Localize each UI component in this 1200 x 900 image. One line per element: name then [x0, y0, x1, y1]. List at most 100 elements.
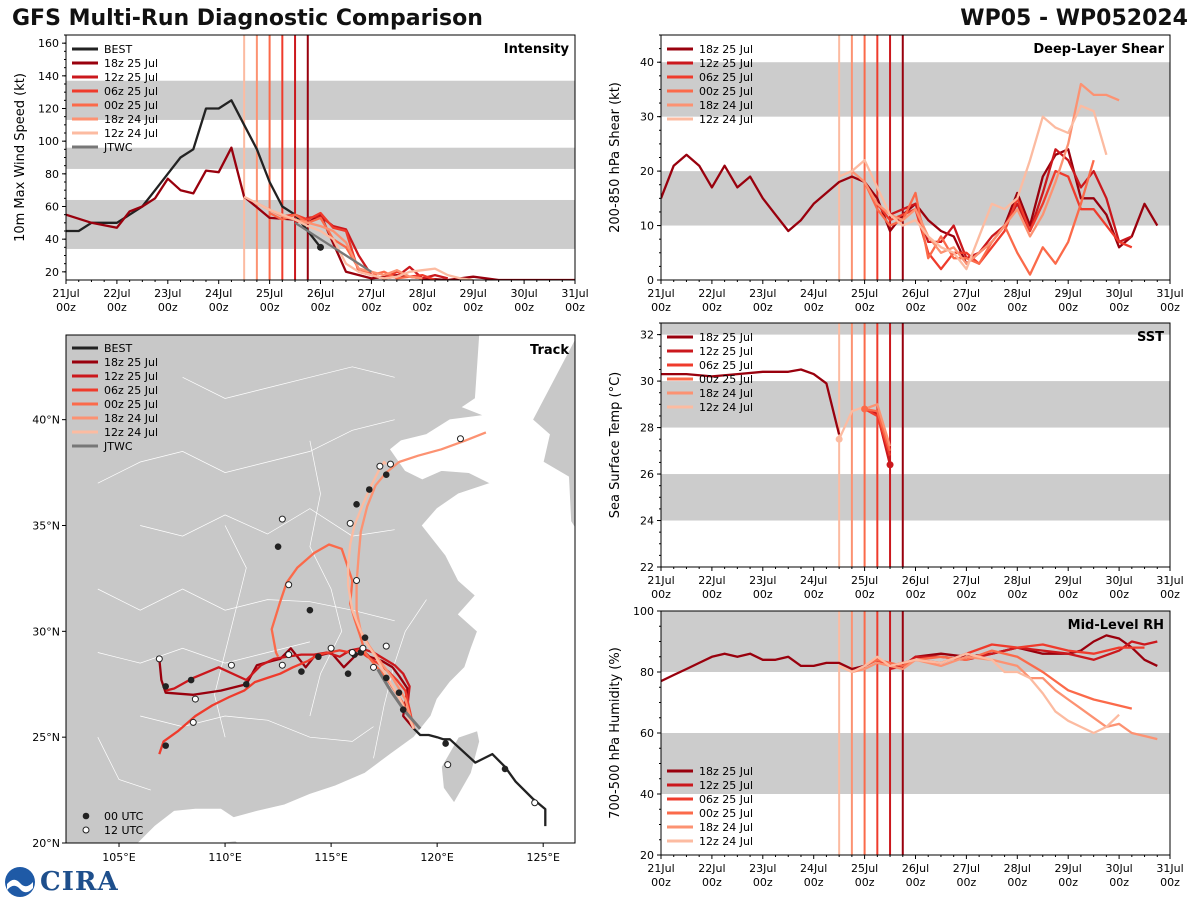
rh-ylabel: 700-500 hPa Humidity (%): [608, 647, 623, 819]
sst-band-2: [661, 323, 1170, 335]
track-legend-label-6: 12z 24 Jul: [104, 426, 158, 439]
track-point-12utc-1: [359, 644, 367, 652]
shear-legend-label-3: 00z 25 Jul: [699, 85, 753, 98]
shear-xtick-label-6: 27Jul 00z: [953, 287, 980, 314]
track-point-00utc-7: [187, 676, 195, 684]
shear-xtick-label-0: 21Jul 00z: [647, 287, 674, 314]
sst-ytick-label-4: 30: [640, 375, 654, 388]
track-point-12utc-17: [386, 460, 394, 468]
rh-series-line-5: [838, 652, 1120, 735]
sst-xtick-label-3: 24Jul 00z: [800, 574, 827, 601]
shear-xtick-label-4: 25Jul 00z: [851, 287, 878, 314]
shear-xtick-label-5: 26Jul 00z: [902, 287, 929, 314]
track-legend-label-3: 06z 25 Jul: [104, 384, 158, 397]
shear-panel: 0 10 20 30 40 21Jul 00z 22Jul 00z 23Jul 00z 24Jul 00…: [608, 34, 1184, 314]
track-point-12utc-16: [348, 649, 356, 656]
intensity-ytick-label-3: 80: [45, 168, 59, 181]
rh-xtick-label-1: 22Jul 00z: [698, 862, 725, 889]
track-point-12utc-10: [346, 519, 354, 527]
noaa-logo-icon: [5, 867, 35, 897]
track-title: Track: [530, 343, 569, 358]
sst-legend-label-2: 06z 25 Jul: [699, 359, 753, 372]
track-xtick-label-2: 115°E: [314, 851, 347, 864]
rh-legend-label-5: 12z 24 Jul: [699, 835, 753, 848]
shear-title: Deep-Layer Shear: [1033, 42, 1164, 57]
intensity-band-2: [66, 80, 575, 120]
track-boundary-7: [373, 599, 427, 759]
sst-ytick-label-1: 24: [640, 515, 654, 528]
track-point-00utc-9: [162, 742, 169, 749]
intensity-series-marker-0: [317, 243, 324, 251]
track-boundary-2: [214, 525, 247, 738]
track-legend-label-1: 18z 25 Jul: [104, 356, 158, 369]
intensity-xtick-label-7: 28Jul 00z: [409, 287, 436, 314]
rh-xtick-label-7: 28Jul 00z: [1004, 862, 1031, 889]
track-point-12utc-19: [531, 799, 539, 807]
intensity-series-line-4: [269, 211, 423, 280]
track-point-12utc-3: [285, 651, 293, 659]
sst-xtick-label-7: 28Jul 00z: [1004, 574, 1031, 601]
shear-ytick-label-3: 30: [640, 111, 654, 124]
intensity-xtick-label-1: 22Jul 00z: [103, 287, 130, 314]
shear-legend-label-5: 12z 24 Jul: [699, 113, 753, 126]
rh-legend-label-3: 00z 25 Jul: [699, 807, 753, 820]
track-xtick-label-3: 120°E: [420, 851, 453, 864]
intensity-legend-label-3: 06z 25 Jul: [104, 85, 158, 98]
track-point-12utc-18: [444, 761, 452, 769]
track-ytick-label-0: 20°N: [32, 837, 60, 850]
track-boundary-3: [309, 440, 343, 717]
rh-xtick-label-8: 29Jul 00z: [1055, 862, 1082, 889]
rh-legend-label-1: 12z 25 Jul: [699, 779, 753, 792]
intensity-legend-label-2: 12z 25 Jul: [104, 71, 158, 84]
track-panel: 105°E 110°E 115°E 120°E 125°E 20°N 25°N 30°N 35°…: [32, 334, 576, 864]
track-point-12utc-4: [278, 661, 286, 669]
sst-series-group: [661, 368, 894, 469]
track-point-00utc-3: [344, 670, 352, 677]
intensity-xtick-label-6: 27Jul 00z: [358, 287, 385, 314]
sst-xtick-label-0: 21Jul 00z: [647, 574, 674, 601]
intensity-series-line-6: [243, 195, 474, 280]
track-boundary-9: [182, 366, 395, 399]
track-ytick-label-1: 25°N: [32, 731, 60, 744]
track-point-12utc-5: [227, 661, 235, 669]
sst-ytick-label-5: 32: [640, 329, 654, 342]
intensity-xtick-label-5: 26Jul 00z: [307, 287, 334, 314]
track-legend-label-4: 00z 25 Jul: [104, 398, 158, 411]
intensity-legend-label-1: 18z 25 Jul: [104, 57, 158, 70]
intensity-legend-label-7: JTWC: [103, 141, 133, 154]
track-boundary-8: [97, 737, 151, 791]
shear-ytick-label-2: 20: [640, 165, 654, 178]
sst-series-line-3: [864, 407, 892, 452]
sst-series-line-2: [864, 407, 892, 456]
track-legend-label-0: BEST: [104, 342, 132, 355]
rh-xtick-label-5: 26Jul 00z: [902, 862, 929, 889]
intensity-xtick-label-0: 21Jul 00z: [52, 287, 79, 314]
intensity-title: Intensity: [504, 42, 570, 57]
track-xtick-label-0: 105°E: [102, 851, 135, 864]
track-map: [66, 335, 575, 843]
track-point-12utc-7: [189, 718, 197, 726]
track-xtick-label-4: 125°E: [526, 851, 559, 864]
rh-panel: 20 40 60 80 100 21Jul 00z 22Jul 00z 23Jul 00z 24Jul…: [608, 605, 1184, 889]
shear-legend-label-2: 06z 25 Jul: [699, 71, 753, 84]
sst-xtick-label-4: 25Jul 00z: [851, 574, 878, 601]
shear-legend-label-0: 18z 25 Jul: [699, 43, 753, 56]
rh-ytick-label-1: 40: [640, 788, 654, 801]
track-ytick-label-3: 35°N: [32, 520, 60, 533]
track-ytick-label-4: 40°N: [32, 414, 60, 427]
intensity-ytick-label-4: 100: [38, 135, 59, 148]
shear-legend-label-4: 18z 24 Jul: [699, 99, 753, 112]
track-point-00utc-19: [501, 765, 509, 773]
rh-xtick-label-10: 31Jul 00z: [1156, 862, 1183, 889]
track-point-12utc-0: [370, 663, 378, 671]
track-point-00utc-0: [399, 706, 407, 713]
track-point-00utc-12: [353, 501, 360, 508]
sst-legend-label-5: 12z 24 Jul: [699, 401, 753, 414]
sst-ytick-label-3: 28: [640, 422, 654, 435]
sst-xtick-label-9: 30Jul 00z: [1105, 574, 1132, 601]
rh-title: Mid-Level RH: [1068, 618, 1164, 633]
rh-xtick-label-2: 23Jul 00z: [749, 862, 776, 889]
track-line-6: [346, 460, 415, 730]
intensity-series-line-7: [294, 221, 373, 273]
